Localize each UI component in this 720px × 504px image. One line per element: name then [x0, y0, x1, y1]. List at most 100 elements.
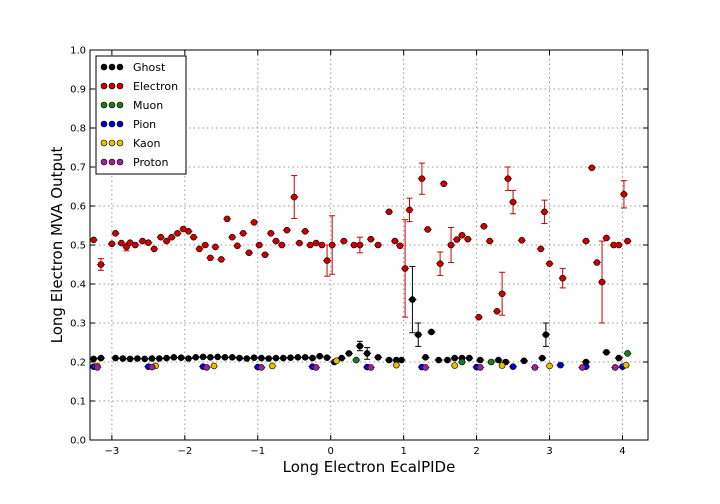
- data-point: [374, 354, 382, 361]
- data-point: [145, 239, 152, 246]
- legend-marker: [100, 120, 108, 128]
- legend-label: Electron: [133, 80, 178, 93]
- data-point: [309, 354, 316, 362]
- data-point: [203, 364, 211, 371]
- data-point: [312, 239, 320, 247]
- data-point: [504, 175, 512, 182]
- data-point: [435, 356, 442, 364]
- data-point: [196, 245, 203, 253]
- data-point: [476, 364, 484, 371]
- data-point: [150, 245, 158, 253]
- data-point: [531, 364, 539, 371]
- data-point: [201, 241, 209, 249]
- data-point: [141, 355, 149, 363]
- data-point: [495, 356, 502, 364]
- legend-label: Muon: [133, 99, 163, 112]
- data-point: [168, 233, 175, 241]
- data-point: [228, 233, 236, 241]
- data-point: [356, 241, 364, 249]
- y-axis-label: Long Electron MVA Output: [48, 147, 66, 344]
- data-point: [444, 356, 451, 364]
- data-point: [593, 259, 601, 266]
- data-point: [290, 193, 298, 201]
- y-tick-label: 0.4: [70, 280, 86, 291]
- data-point: [374, 241, 382, 249]
- data-point: [185, 228, 192, 235]
- data-point: [345, 350, 353, 357]
- data-point: [464, 235, 472, 243]
- x-tick-label: −1: [250, 446, 265, 457]
- data-point: [440, 180, 448, 188]
- data-point: [458, 231, 466, 239]
- legend-marker: [116, 101, 124, 109]
- data-point: [112, 354, 119, 362]
- x-axis-ticks: −3 −2 −1 0 1 2 3 4: [105, 50, 626, 457]
- data-point: [620, 191, 628, 198]
- data-point: [228, 354, 236, 361]
- data-point: [340, 237, 348, 245]
- data-point: [119, 355, 127, 362]
- legend-marker: [108, 139, 116, 147]
- data-point: [294, 354, 302, 361]
- y-tick-label: 0.7: [70, 163, 86, 174]
- data-point: [520, 357, 528, 365]
- data-point: [414, 331, 422, 339]
- data-point: [250, 219, 258, 226]
- data-point: [323, 354, 331, 362]
- data-point: [223, 215, 231, 223]
- x-tick-label: 3: [546, 446, 552, 457]
- y-tick-label: 0.5: [70, 241, 86, 252]
- x-tick-label: 0: [328, 446, 334, 457]
- data-point: [199, 353, 207, 361]
- data-point: [611, 364, 619, 371]
- data-point: [624, 237, 631, 245]
- legend-label: Proton: [133, 156, 168, 169]
- y-tick-label: 0.8: [70, 124, 86, 135]
- data-point: [493, 307, 501, 315]
- legend-label: Kaon: [133, 137, 160, 150]
- data-point: [557, 361, 564, 369]
- data-point: [97, 261, 105, 268]
- data-point: [170, 354, 178, 361]
- data-point: [333, 357, 340, 365]
- data-point: [258, 354, 265, 362]
- y-tick-label: 0.1: [70, 397, 86, 408]
- data-point: [458, 358, 466, 366]
- data-point: [255, 241, 263, 249]
- data-point: [148, 363, 156, 371]
- x-axis-label: Long Electron EcalPIDe: [283, 458, 456, 476]
- data-point: [296, 239, 303, 247]
- data-point: [301, 354, 309, 361]
- data-point: [391, 237, 399, 245]
- data-point: [221, 354, 229, 361]
- x-tick-label: 2: [473, 446, 479, 457]
- y-tick-label: 0.9: [70, 85, 86, 96]
- data-point: [409, 296, 416, 303]
- data-point: [258, 364, 265, 371]
- data-point: [396, 242, 404, 250]
- data-point: [418, 175, 426, 182]
- data-point: [155, 355, 163, 362]
- y-tick-label: 0.0: [70, 436, 86, 447]
- data-point: [212, 243, 219, 251]
- x-tick-label: −2: [177, 446, 192, 457]
- data-point: [436, 260, 444, 268]
- data-point: [126, 355, 134, 363]
- data-point: [316, 352, 324, 360]
- legend-marker: [116, 82, 124, 90]
- data-point: [108, 240, 116, 248]
- legend-marker: [100, 101, 108, 109]
- data-point: [90, 236, 97, 244]
- data-point: [367, 235, 375, 243]
- data-point: [243, 355, 251, 362]
- data-point: [177, 354, 185, 362]
- legend-marker: [108, 63, 116, 71]
- data-point: [118, 239, 125, 247]
- data-point: [509, 198, 517, 206]
- x-tick-label: −3: [105, 446, 120, 457]
- data-point: [453, 236, 461, 243]
- data-point: [546, 362, 553, 370]
- data-point: [579, 364, 586, 371]
- data-point: [283, 226, 291, 234]
